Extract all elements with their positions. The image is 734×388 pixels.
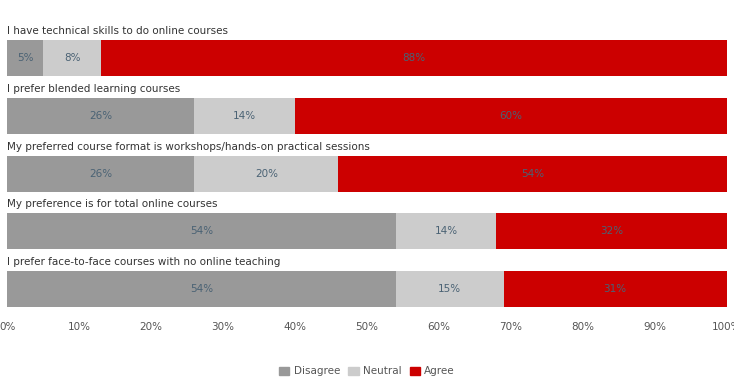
- Bar: [101, 40, 727, 76]
- Bar: [7, 213, 396, 249]
- Text: 20%: 20%: [255, 168, 277, 178]
- Text: 60%: 60%: [499, 111, 523, 121]
- Text: 88%: 88%: [402, 53, 425, 63]
- Bar: [7, 156, 195, 192]
- Bar: [195, 156, 338, 192]
- Text: I prefer face-to-face courses with no online teaching: I prefer face-to-face courses with no on…: [7, 257, 280, 267]
- Bar: [396, 271, 504, 307]
- Text: My preference is for total online courses: My preference is for total online course…: [7, 199, 218, 210]
- Bar: [496, 213, 727, 249]
- Text: 8%: 8%: [64, 53, 80, 63]
- Bar: [7, 98, 195, 134]
- Bar: [43, 40, 101, 76]
- Text: 26%: 26%: [90, 168, 112, 178]
- Text: I have technical skills to do online courses: I have technical skills to do online cou…: [7, 26, 228, 36]
- Text: 31%: 31%: [603, 284, 627, 294]
- Text: 15%: 15%: [438, 284, 461, 294]
- Text: I prefer blended learning courses: I prefer blended learning courses: [7, 84, 181, 94]
- Bar: [7, 271, 396, 307]
- Bar: [295, 98, 727, 134]
- Legend: Disagree, Neutral, Agree: Disagree, Neutral, Agree: [275, 362, 459, 380]
- Text: 14%: 14%: [233, 111, 256, 121]
- Text: 54%: 54%: [190, 284, 213, 294]
- Text: 26%: 26%: [90, 111, 112, 121]
- Bar: [338, 156, 727, 192]
- Bar: [504, 271, 727, 307]
- Text: 54%: 54%: [521, 168, 544, 178]
- Bar: [7, 40, 43, 76]
- Text: My preferred course format is workshops/hands-on practical sessions: My preferred course format is workshops/…: [7, 142, 370, 152]
- Bar: [396, 213, 496, 249]
- Text: 32%: 32%: [600, 227, 623, 236]
- Bar: [195, 98, 295, 134]
- Text: 14%: 14%: [435, 227, 458, 236]
- Text: 54%: 54%: [190, 227, 213, 236]
- Text: 5%: 5%: [17, 53, 34, 63]
